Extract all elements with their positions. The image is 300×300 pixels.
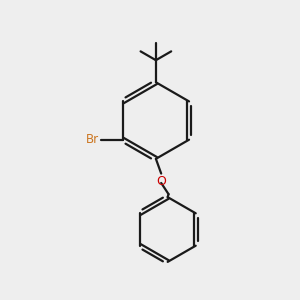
Text: Br: Br	[86, 133, 99, 146]
Text: O: O	[156, 175, 166, 188]
